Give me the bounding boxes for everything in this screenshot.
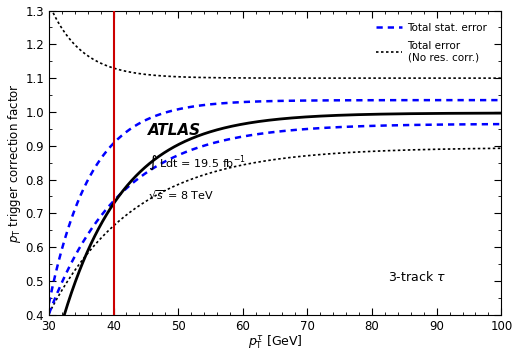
Text: ATLAS: ATLAS bbox=[149, 123, 202, 138]
Text: $\sqrt{s}$ = 8 TeV: $\sqrt{s}$ = 8 TeV bbox=[149, 189, 214, 202]
Text: 3-track $\tau$: 3-track $\tau$ bbox=[388, 270, 446, 284]
Y-axis label: $p_\mathrm{T}$ trigger correction factor: $p_\mathrm{T}$ trigger correction factor bbox=[6, 83, 23, 242]
Text: $\int$ Ldt = 19.5 fb$^{-1}$: $\int$ Ldt = 19.5 fb$^{-1}$ bbox=[149, 154, 247, 172]
Legend: Total stat. error, Total error
(No res. corr.): Total stat. error, Total error (No res. … bbox=[372, 19, 492, 67]
X-axis label: $p_\mathrm{T}^{\tau}$ [GeV]: $p_\mathrm{T}^{\tau}$ [GeV] bbox=[248, 334, 303, 351]
